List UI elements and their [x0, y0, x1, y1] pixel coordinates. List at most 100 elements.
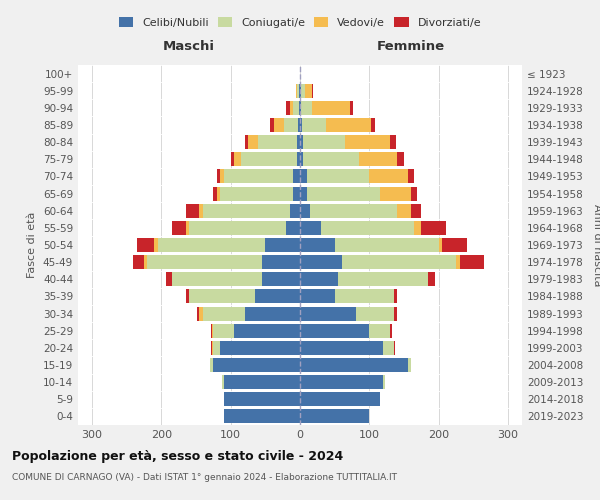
Bar [286, 221, 300, 235]
Bar [355, 306, 394, 320]
Bar [300, 392, 380, 406]
Bar [310, 204, 397, 218]
Bar [300, 306, 355, 320]
Bar [213, 324, 234, 338]
Bar [300, 221, 321, 235]
Bar [230, 152, 234, 166]
Bar [197, 306, 199, 320]
Bar [241, 152, 296, 166]
Bar [394, 290, 397, 304]
Bar [293, 170, 300, 183]
Bar [210, 358, 213, 372]
Bar [224, 375, 300, 389]
Bar [300, 118, 302, 132]
Text: Femmine: Femmine [377, 40, 445, 53]
Bar [286, 101, 290, 115]
Bar [172, 221, 185, 235]
Bar [262, 272, 300, 286]
Bar [307, 186, 380, 200]
Y-axis label: Fasce di età: Fasce di età [28, 212, 37, 278]
Bar [217, 170, 220, 183]
Bar [312, 101, 350, 115]
Bar [293, 186, 300, 200]
Bar [305, 84, 312, 98]
Bar [245, 306, 300, 320]
Bar [245, 135, 248, 149]
Bar [300, 375, 383, 389]
Bar [335, 290, 394, 304]
Bar [326, 118, 371, 132]
Bar [350, 101, 353, 115]
Bar [189, 221, 286, 235]
Bar [284, 118, 298, 132]
Bar [185, 290, 189, 304]
Bar [144, 255, 148, 269]
Bar [456, 255, 460, 269]
Bar [407, 170, 415, 183]
Bar [301, 84, 305, 98]
Bar [148, 255, 262, 269]
Text: COMUNE DI CARNAGO (VA) - Dati ISTAT 1° gennaio 2024 - Elaborazione TUTTITALIA.IT: COMUNE DI CARNAGO (VA) - Dati ISTAT 1° g… [12, 472, 397, 482]
Bar [290, 101, 293, 115]
Bar [345, 135, 390, 149]
Bar [223, 375, 224, 389]
Bar [300, 272, 338, 286]
Bar [300, 186, 307, 200]
Bar [302, 118, 326, 132]
Bar [300, 341, 383, 355]
Bar [270, 118, 274, 132]
Bar [300, 290, 335, 304]
Bar [307, 170, 370, 183]
Bar [262, 255, 300, 269]
Bar [301, 101, 312, 115]
Legend: Celibi/Nubili, Coniugati/e, Vedovi/e, Divorziati/e: Celibi/Nubili, Coniugati/e, Vedovi/e, Di… [115, 13, 485, 32]
Bar [220, 170, 224, 183]
Bar [390, 324, 392, 338]
Bar [290, 204, 300, 218]
Bar [394, 306, 397, 320]
Bar [394, 341, 395, 355]
Bar [300, 84, 301, 98]
Bar [460, 255, 484, 269]
Bar [397, 204, 411, 218]
Bar [213, 186, 217, 200]
Bar [370, 324, 390, 338]
Bar [224, 410, 300, 424]
Bar [293, 101, 299, 115]
Bar [224, 170, 293, 183]
Bar [172, 272, 262, 286]
Bar [299, 84, 300, 98]
Y-axis label: Anni di nascita: Anni di nascita [592, 204, 600, 286]
Bar [415, 221, 421, 235]
Bar [300, 135, 304, 149]
Bar [213, 358, 300, 372]
Bar [234, 152, 241, 166]
Bar [380, 186, 411, 200]
Bar [220, 186, 293, 200]
Bar [300, 204, 310, 218]
Bar [442, 238, 467, 252]
Bar [300, 152, 304, 166]
Bar [300, 410, 370, 424]
Bar [321, 221, 415, 235]
Bar [234, 324, 300, 338]
Bar [383, 375, 385, 389]
Bar [137, 238, 154, 252]
Bar [300, 324, 370, 338]
Bar [199, 306, 203, 320]
Bar [199, 204, 203, 218]
Bar [185, 204, 199, 218]
Bar [185, 221, 189, 235]
Bar [304, 152, 359, 166]
Bar [248, 135, 259, 149]
Bar [299, 101, 300, 115]
Bar [407, 358, 411, 372]
Bar [212, 341, 213, 355]
Bar [439, 238, 442, 252]
Bar [211, 341, 212, 355]
Bar [300, 255, 341, 269]
Bar [298, 118, 300, 132]
Bar [312, 84, 313, 98]
Bar [212, 324, 213, 338]
Bar [154, 238, 158, 252]
